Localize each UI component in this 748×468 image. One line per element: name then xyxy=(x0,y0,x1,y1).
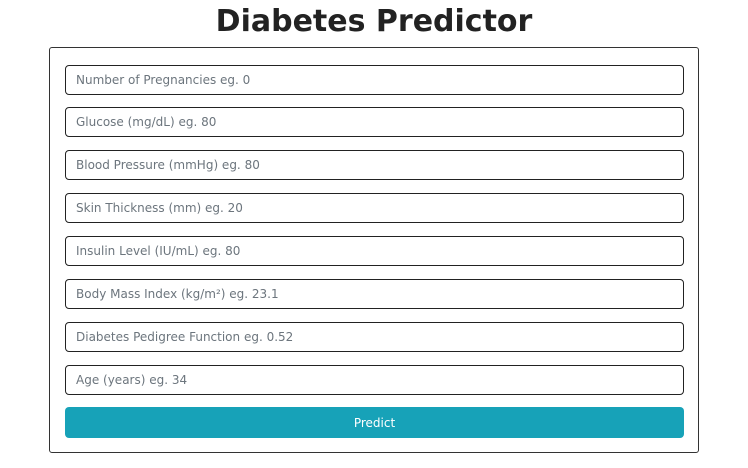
bmi-field[interactable] xyxy=(65,279,684,309)
predict-button[interactable]: Predict xyxy=(65,407,684,438)
skin-thickness-field[interactable] xyxy=(65,193,684,223)
insulin-field[interactable] xyxy=(65,236,684,266)
page-title: Diabetes Predictor xyxy=(215,4,533,39)
blood-pressure-field[interactable] xyxy=(65,150,684,180)
pedigree-function-field[interactable] xyxy=(65,322,684,352)
glucose-field[interactable] xyxy=(65,107,684,137)
pregnancies-field[interactable] xyxy=(65,65,684,95)
predictor-form: Predict xyxy=(49,47,699,453)
age-field[interactable] xyxy=(65,365,684,395)
